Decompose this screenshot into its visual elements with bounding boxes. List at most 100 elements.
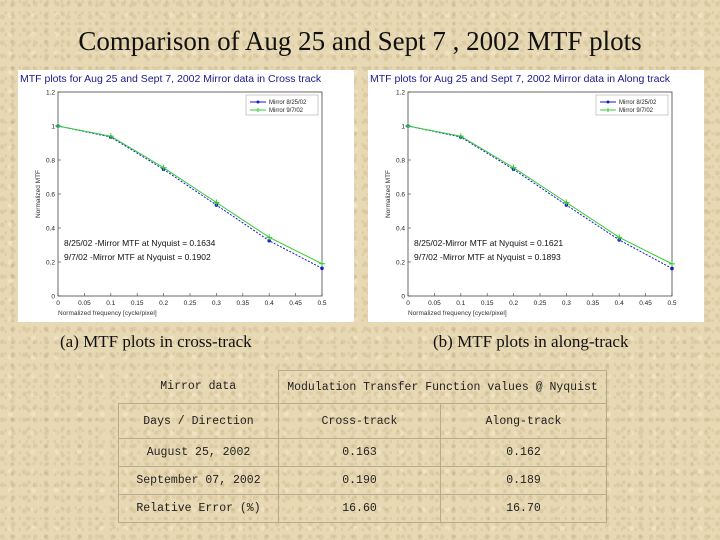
- nyquist-annotation: 9/7/02 -Mirror MTF at Nyquist = 0.1902: [64, 252, 211, 262]
- x-tick-label: 0.15: [481, 300, 494, 307]
- y-tick-label: 0.4: [46, 226, 55, 233]
- x-tick-label: 0.35: [586, 300, 599, 307]
- data-point: [107, 133, 114, 140]
- nyquist-annotation: 8/25/02 -Mirror MTF at Nyquist = 0.1634: [64, 238, 216, 248]
- x-tick-label: 0: [56, 300, 60, 307]
- table-row: August 25, 2002 0.163 0.162: [118, 438, 607, 467]
- nyquist-annotation: 9/7/02 -Mirror MTF at Nyquist = 0.1893: [414, 252, 561, 262]
- along-track-value: 0.162: [440, 438, 607, 467]
- x-tick-label: 0.25: [534, 300, 547, 307]
- x-tick-label: 0.5: [317, 300, 326, 307]
- x-tick-label: 0.45: [639, 300, 652, 307]
- header-cross-track: Cross-track: [278, 403, 441, 439]
- data-point: [670, 266, 674, 271]
- legend-entry: Mirror 9/7/02: [269, 108, 304, 114]
- y-tick-label: 1.2: [46, 90, 55, 97]
- legend-marker: [606, 100, 610, 104]
- legend: Mirror 8/25/02 Mirror 9/7/02: [595, 94, 669, 116]
- data-point: [669, 260, 675, 267]
- mtf-chart-along-track: MTF plots for Aug 25 and Sept 7, 2002 Mi…: [368, 70, 704, 322]
- legend-entry: Mirror 9/7/02: [619, 108, 654, 114]
- x-tick-label: 0.15: [131, 300, 144, 307]
- plot-frame: [407, 91, 673, 297]
- along-track-value: 16.70: [440, 494, 607, 523]
- table-row: Relative Error (%) 16.60 16.70: [118, 494, 607, 523]
- legend-marker: [256, 100, 260, 104]
- cross-track-value: 0.163: [278, 438, 441, 467]
- legend-entry: Mirror 8/25/02: [269, 100, 307, 106]
- x-tick-label: 0.4: [265, 300, 274, 307]
- series-line: [407, 125, 673, 265]
- caption-cross-track: (a) MTF plots in cross-track: [60, 332, 252, 351]
- data-point: [266, 234, 273, 241]
- series-line: [57, 125, 323, 265]
- series-line: [57, 125, 323, 269]
- x-tick-label: 0.05: [428, 300, 441, 307]
- data-point: [160, 164, 167, 171]
- header-along-track: Along-track: [440, 403, 607, 439]
- x-tick-label: 0.05: [78, 300, 91, 307]
- x-tick-label: 0: [406, 300, 410, 307]
- table-header-row: Mirror data Modulation Transfer Function…: [118, 370, 607, 404]
- legend: Mirror 8/25/02 Mirror 9/7/02: [245, 94, 319, 116]
- nyquist-annotation: 8/25/02-Mirror MTF at Nyquist = 0.1621: [414, 238, 563, 248]
- chart-along-svg: MTF plots for Aug 25 and Sept 7, 2002 Mi…: [370, 73, 677, 317]
- y-tick-label: 0: [51, 294, 55, 301]
- chart-title: MTF plots for Aug 25 and Sept 7, 2002 Mi…: [370, 73, 671, 85]
- x-tick-label: 0.5: [667, 300, 676, 307]
- data-point: [319, 260, 325, 267]
- y-tick-label: 1: [51, 124, 55, 131]
- data-point: [267, 238, 271, 243]
- data-point: [213, 199, 220, 206]
- mtf-chart-cross-track: MTF plots for Aug 25 and Sept 7, 2002 Mi…: [18, 70, 354, 322]
- data-point: [405, 123, 411, 129]
- x-tick-label: 0.3: [212, 300, 221, 307]
- header-mtf-values: Modulation Transfer Function values @ Ny…: [278, 370, 607, 404]
- x-tick-label: 0.25: [184, 300, 197, 307]
- y-tick-label: 0.6: [46, 192, 55, 199]
- mtf-results-table: Mirror data Modulation Transfer Function…: [118, 370, 607, 523]
- x-axis-label: Normalized frequency [cycle/pixel]: [58, 310, 157, 317]
- data-point: [510, 164, 517, 171]
- caption-along-track: (b) MTF plots in along-track: [433, 332, 629, 351]
- x-tick-label: 0.4: [615, 300, 624, 307]
- data-point: [563, 199, 570, 206]
- x-axis-label: Normalized frequency [cycle/pixel]: [408, 310, 507, 317]
- x-tick-label: 0.45: [289, 300, 302, 307]
- y-axis-label: Normalized MTF: [385, 170, 392, 218]
- x-tick-label: 0.1: [456, 300, 465, 307]
- slide-title: Comparison of Aug 25 and Sept 7 , 2002 M…: [78, 26, 642, 56]
- row-label: Relative Error (%): [118, 494, 279, 523]
- chart-title: MTF plots for Aug 25 and Sept 7, 2002 Mi…: [20, 73, 322, 85]
- x-tick-label: 0.1: [106, 300, 115, 307]
- cross-track-value: 16.60: [278, 494, 441, 523]
- header-days-direction: Days / Direction: [118, 403, 279, 439]
- y-tick-label: 0.4: [396, 226, 405, 233]
- header-mirror-data: Mirror data: [118, 370, 279, 404]
- x-tick-label: 0.3: [562, 300, 571, 307]
- y-tick-label: 0.2: [46, 260, 55, 267]
- y-tick-label: 0.2: [396, 260, 405, 267]
- x-tick-label: 0.2: [509, 300, 518, 307]
- data-point: [616, 234, 623, 241]
- data-point: [457, 133, 464, 140]
- data-point: [55, 123, 61, 129]
- y-tick-label: 1.2: [396, 90, 405, 97]
- cross-track-value: 0.190: [278, 466, 441, 495]
- plot-frame: [57, 91, 323, 297]
- y-tick-label: 0.8: [396, 158, 405, 165]
- row-label: September 07, 2002: [118, 466, 279, 495]
- legend-entry: Mirror 8/25/02: [619, 100, 657, 106]
- x-tick-label: 0.35: [236, 300, 249, 307]
- y-tick-label: 0: [401, 294, 405, 301]
- series-line: [407, 125, 673, 269]
- y-axis-label: Normalized MTF: [35, 170, 42, 218]
- x-tick-label: 0.2: [159, 300, 168, 307]
- table-subheader-row: Days / Direction Cross-track Along-track: [118, 403, 607, 439]
- data-point: [320, 266, 324, 271]
- table-row: September 07, 2002 0.190 0.189: [118, 466, 607, 495]
- row-label: August 25, 2002: [118, 438, 279, 467]
- y-tick-label: 0.8: [46, 158, 55, 165]
- y-tick-label: 1: [401, 124, 405, 131]
- along-track-value: 0.189: [440, 466, 607, 495]
